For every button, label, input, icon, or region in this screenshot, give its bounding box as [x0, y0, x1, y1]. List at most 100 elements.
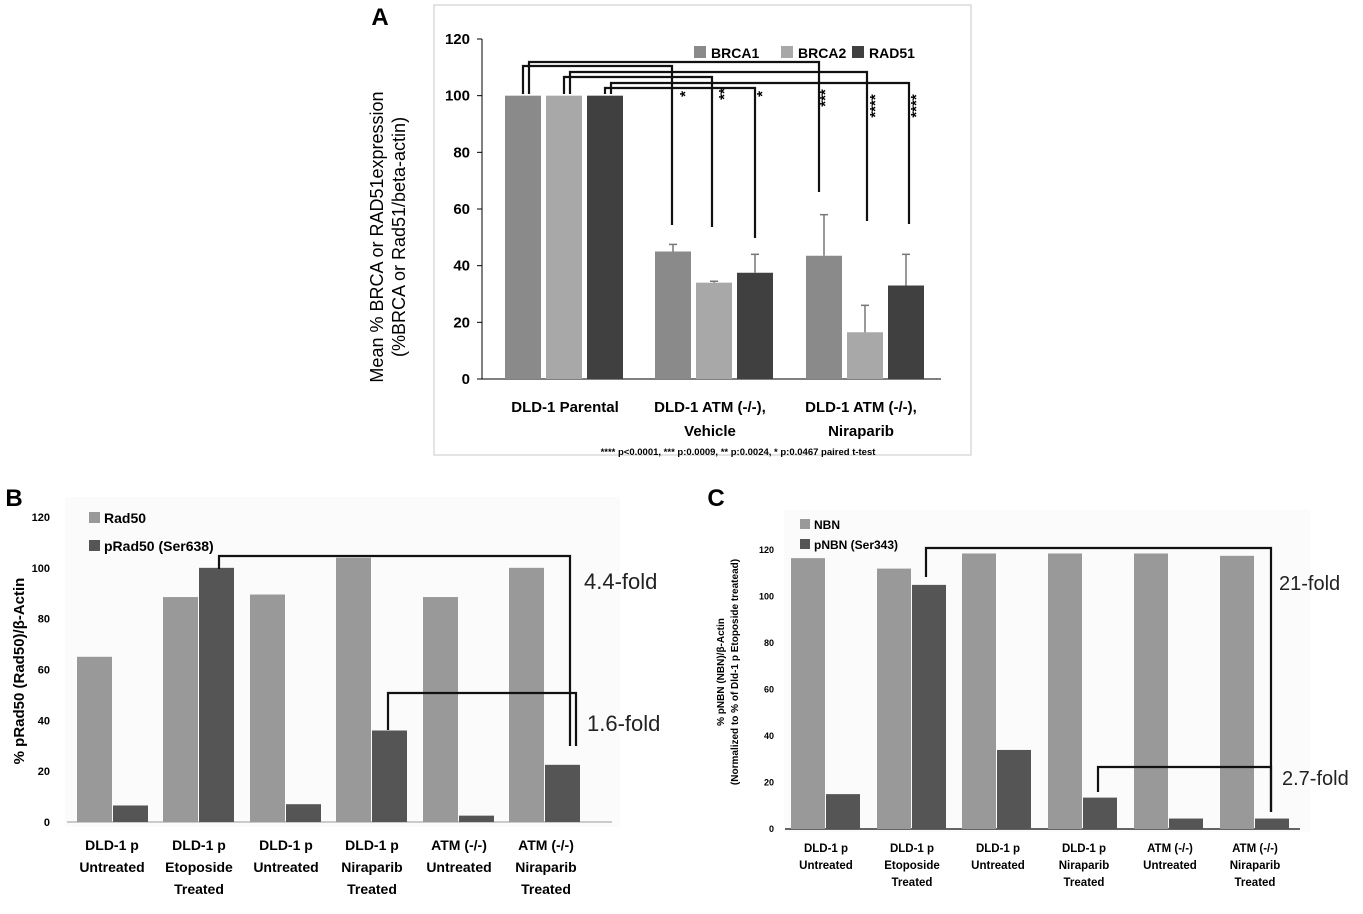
panel-a-legend-swatch	[694, 46, 706, 58]
panel-a-category-label: Vehicle	[684, 423, 736, 440]
panel-b-y-axis-label: % pRad50 (Rad50)/β-Actin	[11, 578, 28, 765]
panel-b-category-label: Treated	[521, 881, 571, 897]
panel-a-letter: A	[371, 4, 388, 31]
panel-b-y-tick-label: 100	[32, 563, 50, 575]
panel-b-category-label: DLD-1 p	[172, 837, 226, 853]
panel-a-bar	[546, 95, 582, 380]
panel-a-significance-bracket	[521, 64, 674, 225]
panel-c-letter: C	[707, 485, 724, 512]
panel-b-y-tick-label: 0	[44, 817, 50, 829]
panel-a-bar	[587, 95, 623, 380]
panel-c-category-label: Niraparib	[1059, 860, 1110, 872]
panel-c-category-label: Untreated	[1143, 860, 1197, 872]
panel-c-category-label: ATM (-/-)	[1232, 843, 1278, 855]
panel-c-legend-swatch	[800, 539, 810, 549]
panel-c-category-label: Untreated	[799, 860, 853, 872]
panel-c-bar	[962, 553, 996, 829]
panel-a-significance-stars: *	[754, 91, 771, 97]
panel-b-fold-bracket	[386, 691, 578, 746]
panel-a-legend-swatch	[781, 46, 793, 58]
panel-c-y-tick-label: 20	[764, 778, 774, 788]
panel-b-y-tick-label: 20	[38, 766, 50, 778]
panel-b-bar	[250, 594, 285, 822]
panel-b-bar	[113, 805, 148, 822]
panel-a-significance-stars: *	[677, 91, 694, 97]
panel-c-bar	[912, 584, 946, 829]
panel-b-bar	[199, 567, 234, 822]
panel-a-y-axis-label-2: (%BRCA or Rad51/beta-actin)	[389, 117, 409, 357]
panel-c-category-label: DLD-1 p	[1062, 843, 1106, 855]
panel-b-category-label: Treated	[174, 881, 224, 897]
panel-a-legend-label: RAD51	[869, 45, 915, 61]
panel-b-bar	[336, 557, 371, 822]
panel-c-y-tick-label: 100	[759, 592, 774, 602]
panel-b-category-label: ATM (-/-)	[431, 837, 487, 853]
panel-a-category-label: DLD-1 ATM (-/-),	[654, 399, 766, 416]
panel-c-category-label: DLD-1 p	[890, 843, 934, 855]
panel-c-bar	[791, 558, 825, 829]
panel-a-y-tick-label: 80	[453, 144, 470, 161]
panel-c-category-label: DLD-1 p	[804, 843, 848, 855]
panel-c-category-label: Etoposide	[884, 860, 940, 872]
panel-c-category-label: Untreated	[971, 860, 1025, 872]
panel-a-y-tick-label: 60	[453, 201, 470, 218]
panel-a-y-tick-label: 100	[445, 88, 470, 105]
panel-c-bar	[1220, 555, 1254, 829]
panel-b-bar	[286, 804, 321, 822]
panel-a-significance-bracket	[527, 60, 821, 192]
panel-a: A 0 20 40 60 80 100 120 Mean % BRCA or RAD51expr…	[367, 4, 972, 458]
panel-c-y-axis-label: % pNBN (NBN)/β-Actin	[716, 618, 727, 726]
panel-c: C 0 20 40 60 80 100 120 % pNBN (NBN)/β-Actin (Nor…	[707, 485, 1348, 889]
panel-a-significance-stars: ****	[908, 94, 925, 118]
panel-c-bar	[1169, 818, 1203, 829]
panel-a-bar	[806, 255, 842, 379]
panel-b-bar	[163, 597, 198, 822]
panel-b-legend-swatch	[89, 512, 100, 523]
panel-c-category-label: DLD-1 p	[976, 843, 1020, 855]
panel-b: B 0 20 40 60 80 100 120 % pRad50 (Rad50)/β-Actin…	[5, 485, 660, 897]
panel-b-category-label: ATM (-/-)	[518, 837, 574, 853]
panel-a-legend-swatch	[852, 46, 864, 58]
panel-b-legend-label: pRad50 (Ser638)	[104, 538, 214, 554]
panel-b-category-label: Untreated	[253, 859, 318, 875]
panel-b-y-tick-label: 120	[32, 512, 50, 524]
panel-b-category-label: Niraparib	[515, 859, 576, 875]
panel-c-category-label: Niraparib	[1230, 860, 1281, 872]
panel-a-significance-bracket	[603, 86, 757, 238]
panel-a-y-tick-label: 40	[453, 258, 470, 275]
panel-a-y-tick-label: 20	[453, 314, 470, 331]
panel-a-significance-bracket	[562, 75, 714, 227]
panel-b-category-label: Untreated	[426, 859, 491, 875]
panel-a-footnote: **** p<0.0001, *** p:0.0009, ** p:0.0024…	[601, 447, 877, 458]
panel-a-significance-stars: ****	[867, 94, 884, 118]
panel-a-significance-stars: **	[716, 88, 733, 100]
panel-b-bar	[372, 730, 407, 822]
panel-c-fold-bracket	[924, 546, 1273, 812]
panel-b-letter: B	[5, 485, 22, 512]
panel-b-fold-label: 1.6-fold	[587, 711, 660, 736]
panel-c-category-label: ATM (-/-)	[1147, 843, 1193, 855]
panel-b-legend-label: Rad50	[104, 510, 146, 526]
panel-a-category-label: DLD-1 Parental	[511, 399, 619, 416]
panel-b-bar	[77, 656, 112, 822]
panel-b-category-label: Niraparib	[341, 859, 402, 875]
panel-a-significance-bracket	[609, 81, 911, 224]
panel-b-fold-bracket	[217, 554, 572, 746]
panel-c-bar	[1083, 797, 1117, 829]
panel-c-y-tick-label: 40	[764, 731, 774, 741]
panel-b-bar	[509, 567, 544, 822]
panel-c-legend-swatch	[800, 519, 810, 529]
panel-a-frame	[433, 4, 972, 456]
panel-b-category-label: DLD-1 p	[259, 837, 313, 853]
panel-b-category-label: Untreated	[79, 859, 144, 875]
panel-c-y-tick-label: 80	[764, 638, 774, 648]
panel-c-category-label: Treated	[1235, 877, 1276, 889]
panel-c-fold-label: 21-fold	[1279, 573, 1340, 595]
panel-b-bar	[459, 815, 494, 822]
panel-c-category-label: Treated	[1064, 877, 1105, 889]
panel-b-category-label: Treated	[347, 881, 397, 897]
panel-a-bar	[737, 272, 773, 379]
panel-c-bar	[877, 568, 911, 829]
panel-c-bar	[997, 749, 1031, 829]
